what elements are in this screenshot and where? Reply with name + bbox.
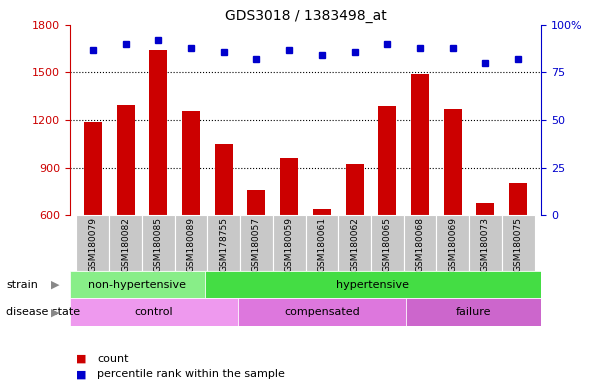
Bar bbox=[305, 215, 338, 271]
Bar bbox=[238, 298, 407, 326]
Text: GSM180069: GSM180069 bbox=[448, 217, 457, 272]
Bar bbox=[70, 271, 204, 298]
Text: ■: ■ bbox=[76, 369, 86, 379]
Text: GSM180085: GSM180085 bbox=[154, 217, 163, 272]
Text: strain: strain bbox=[6, 280, 38, 290]
Bar bbox=[142, 215, 174, 271]
Text: GSM178755: GSM178755 bbox=[219, 217, 228, 272]
Bar bbox=[84, 122, 102, 215]
Bar bbox=[404, 215, 437, 271]
Bar bbox=[313, 210, 331, 215]
Text: percentile rank within the sample: percentile rank within the sample bbox=[97, 369, 285, 379]
Bar bbox=[273, 215, 306, 271]
Text: GSM180073: GSM180073 bbox=[481, 217, 490, 272]
Bar bbox=[280, 158, 298, 215]
Title: GDS3018 / 1383498_at: GDS3018 / 1383498_at bbox=[224, 8, 387, 23]
Text: GSM180059: GSM180059 bbox=[285, 217, 294, 272]
Bar bbox=[407, 298, 541, 326]
Text: GSM180089: GSM180089 bbox=[187, 217, 196, 272]
Bar bbox=[345, 164, 364, 215]
Bar bbox=[338, 215, 371, 271]
Bar bbox=[150, 50, 167, 215]
Bar bbox=[469, 215, 502, 271]
Text: GSM180065: GSM180065 bbox=[383, 217, 392, 272]
Text: disease state: disease state bbox=[6, 307, 80, 317]
Bar bbox=[204, 271, 541, 298]
Bar bbox=[378, 106, 396, 215]
Bar bbox=[502, 215, 534, 271]
Text: GSM180082: GSM180082 bbox=[121, 217, 130, 271]
Text: ▶: ▶ bbox=[50, 307, 59, 317]
Bar bbox=[109, 215, 142, 271]
Text: compensated: compensated bbox=[285, 307, 360, 317]
Bar bbox=[510, 184, 527, 215]
Text: GSM180068: GSM180068 bbox=[415, 217, 424, 272]
Bar bbox=[240, 215, 273, 271]
Text: ▶: ▶ bbox=[50, 280, 59, 290]
Bar bbox=[117, 105, 134, 215]
Text: control: control bbox=[135, 307, 173, 317]
Text: GSM180062: GSM180062 bbox=[350, 217, 359, 271]
Text: count: count bbox=[97, 354, 129, 364]
Bar bbox=[70, 298, 238, 326]
Text: hypertensive: hypertensive bbox=[336, 280, 409, 290]
Bar bbox=[247, 190, 266, 215]
Bar bbox=[437, 215, 469, 271]
Bar bbox=[77, 215, 109, 271]
Bar bbox=[477, 203, 494, 215]
Text: GSM180057: GSM180057 bbox=[252, 217, 261, 272]
Text: GSM180079: GSM180079 bbox=[88, 217, 97, 272]
Bar bbox=[182, 111, 200, 215]
Bar bbox=[215, 144, 233, 215]
Bar bbox=[371, 215, 404, 271]
Bar bbox=[174, 215, 207, 271]
Text: GSM180061: GSM180061 bbox=[317, 217, 326, 272]
Text: GSM180075: GSM180075 bbox=[514, 217, 523, 272]
Text: failure: failure bbox=[456, 307, 491, 317]
Bar bbox=[444, 109, 461, 215]
Text: ■: ■ bbox=[76, 354, 86, 364]
Bar bbox=[411, 74, 429, 215]
Text: non-hypertensive: non-hypertensive bbox=[88, 280, 186, 290]
Bar bbox=[207, 215, 240, 271]
